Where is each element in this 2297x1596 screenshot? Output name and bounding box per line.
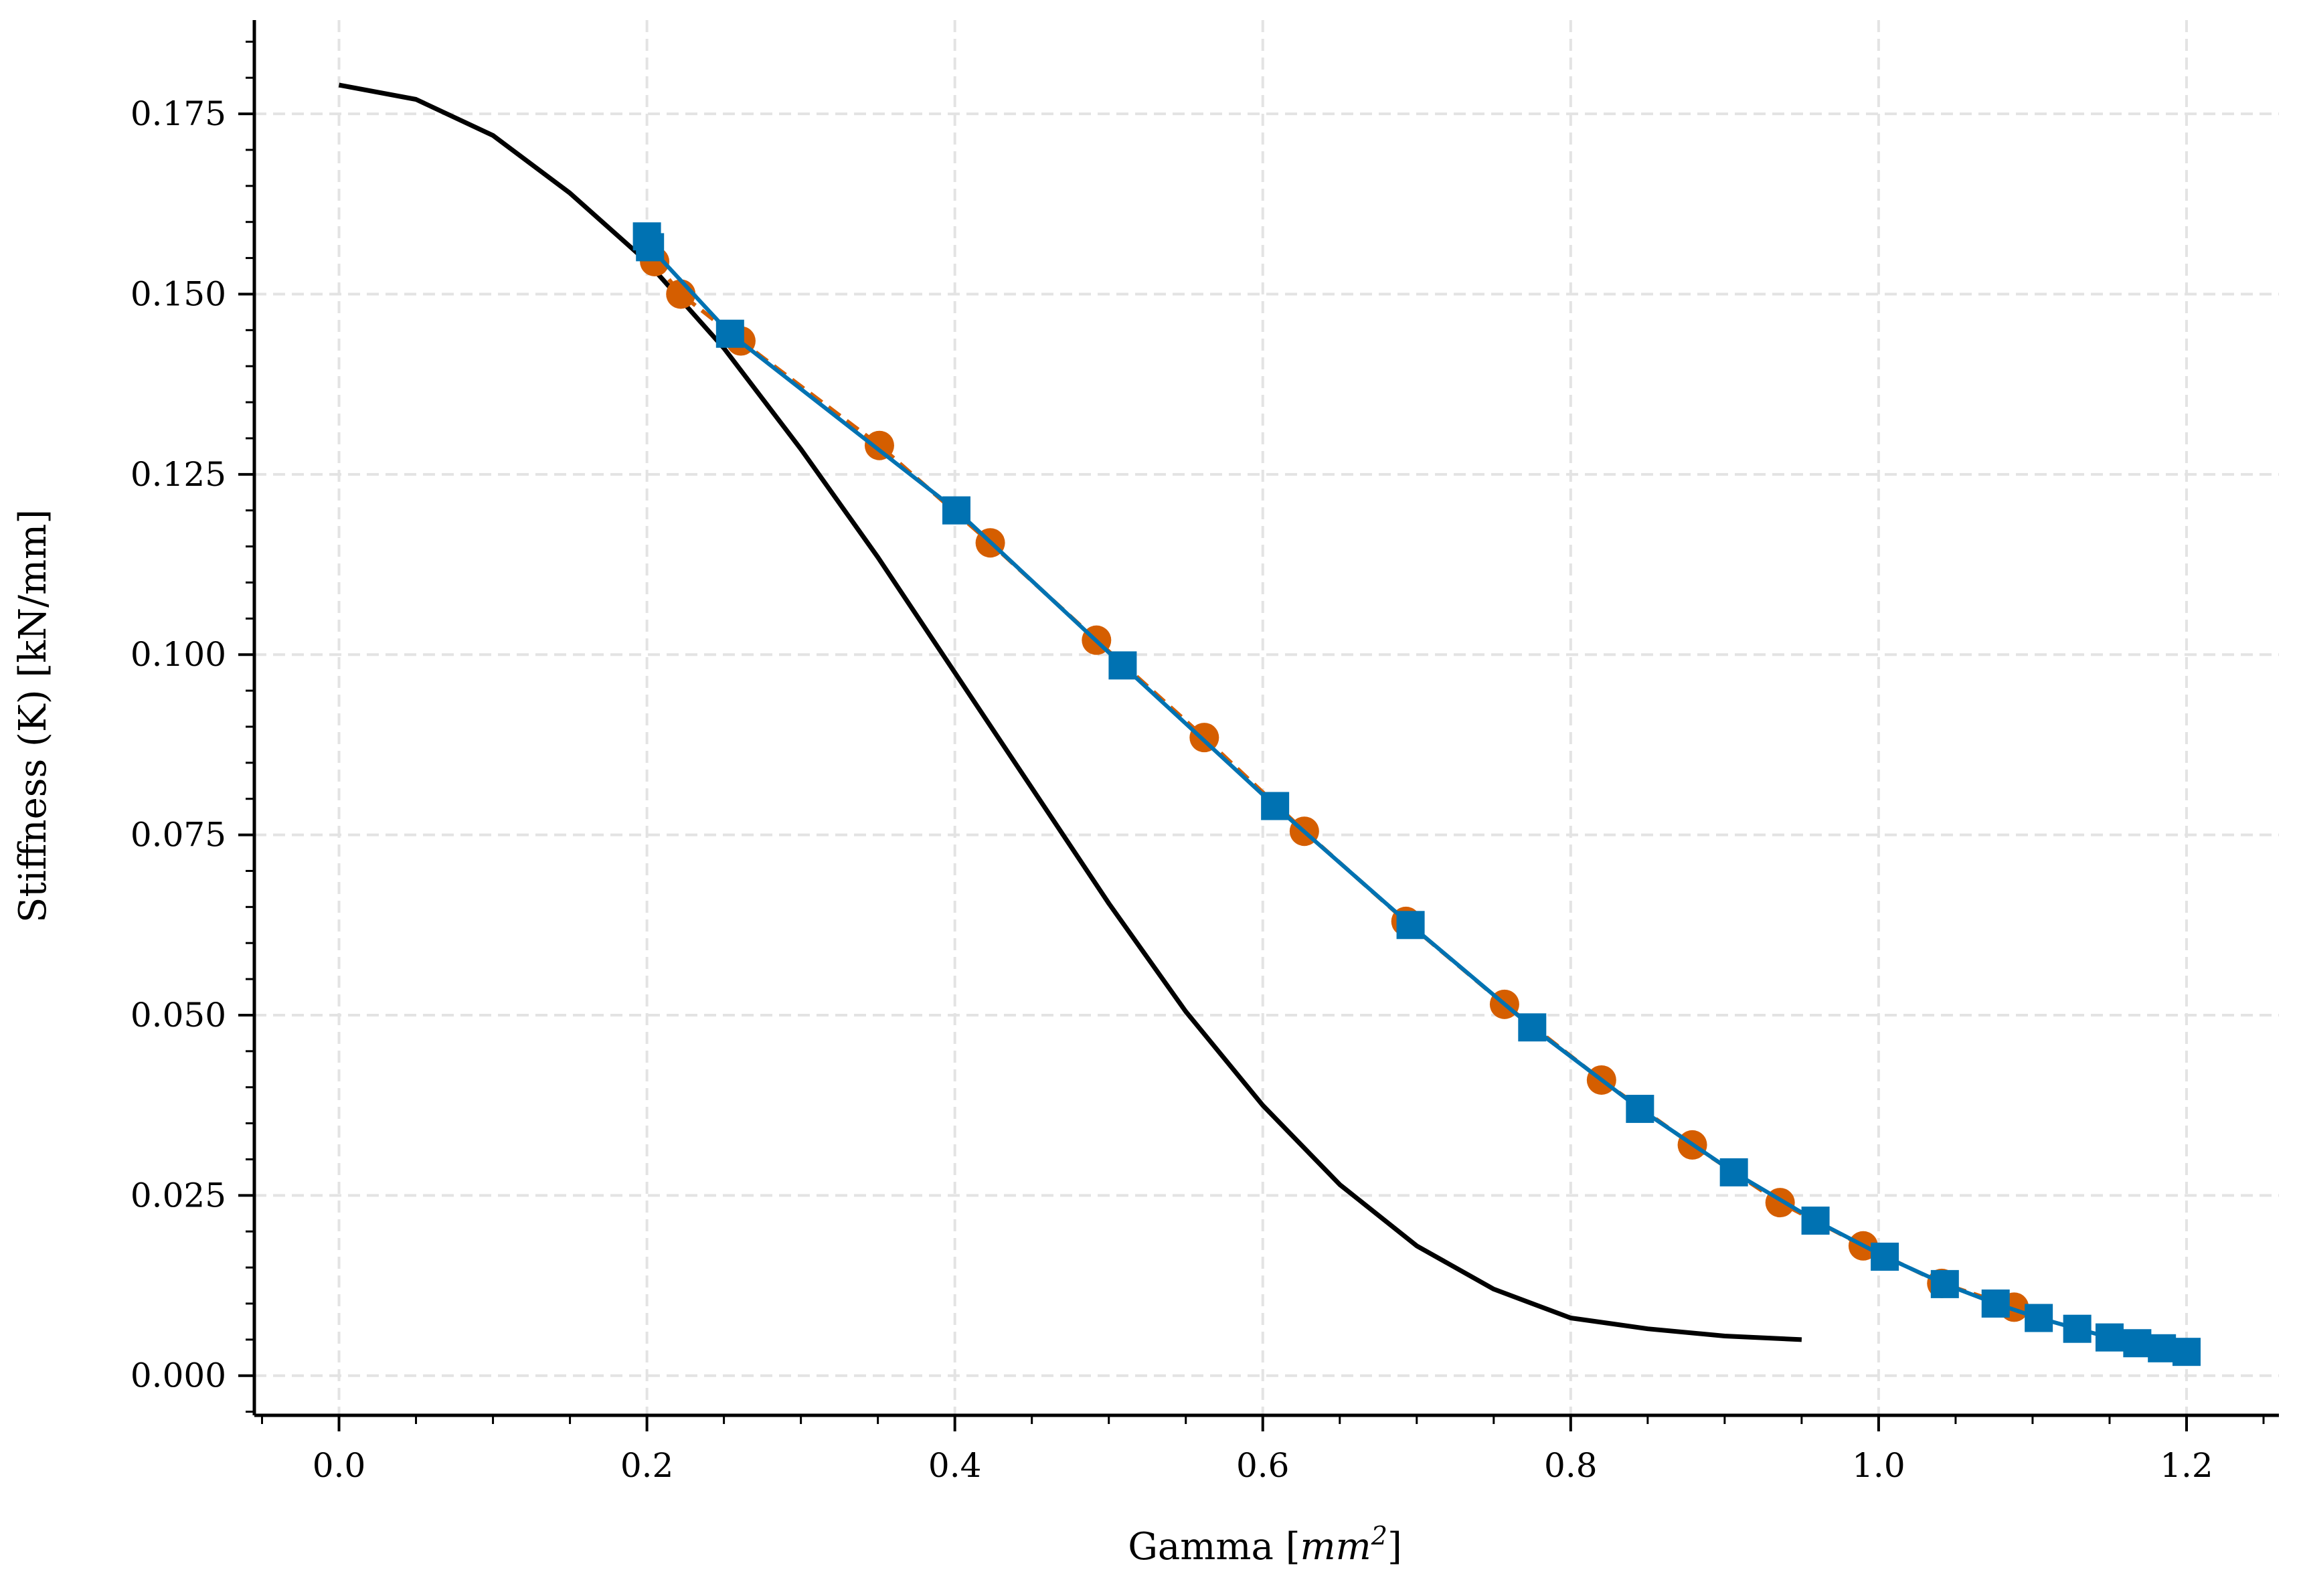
series-2-point xyxy=(1108,651,1137,680)
series-2-point xyxy=(2148,1334,2177,1362)
x-tick-label: 0.2 xyxy=(620,1446,674,1485)
series-2-point xyxy=(1518,1013,1547,1042)
x-tick-label: 0.8 xyxy=(1544,1446,1598,1485)
series-0-line xyxy=(338,82,1802,1342)
series-2-point xyxy=(1261,792,1290,820)
series-2-point xyxy=(942,496,970,525)
plot-area xyxy=(338,82,2201,1366)
series-2-point xyxy=(2172,1338,2201,1366)
x-tick-label: 0.0 xyxy=(313,1446,366,1485)
x-tick-label: 0.4 xyxy=(928,1446,982,1485)
x-axis-label: Gamma [mm2] xyxy=(1128,1521,1402,1569)
series-2-point xyxy=(1719,1158,1748,1186)
y-tick-label: 0.075 xyxy=(131,816,226,855)
series-2-point xyxy=(1626,1095,1654,1124)
series-1-point xyxy=(864,430,894,460)
series-2-point xyxy=(1981,1289,2010,1318)
series-2-point xyxy=(636,233,665,262)
series-2-point xyxy=(1801,1207,1830,1235)
y-tick-label: 0.050 xyxy=(131,996,226,1035)
y-tick-label: 0.000 xyxy=(131,1356,226,1395)
y-axis-label: Stiffness (K) [kN/mm] xyxy=(11,509,55,923)
series-2-point xyxy=(1871,1242,1899,1271)
series-2-point xyxy=(2063,1314,2092,1343)
x-tick-label: 1.2 xyxy=(2160,1446,2213,1485)
x-tick-label: 0.6 xyxy=(1236,1446,1290,1485)
y-tick-label: 0.125 xyxy=(131,455,226,494)
y-tick-label: 0.150 xyxy=(131,274,226,313)
series-2-line xyxy=(645,236,2187,1354)
axes: 0.0 0.2 0.4 0.6 0.8 1.0 1.2 0.000 0.025 0.050 0.07… xyxy=(131,20,2279,1485)
y-tick-label: 0.175 xyxy=(131,94,226,133)
series-2-point xyxy=(1930,1269,1959,1298)
y-tick-label: 0.025 xyxy=(131,1176,226,1215)
series-2-point xyxy=(715,319,744,348)
series-2-point xyxy=(2123,1329,2152,1358)
series-2-point xyxy=(2095,1323,2124,1352)
series-2-point xyxy=(2025,1304,2053,1332)
y-tick-label: 0.100 xyxy=(131,635,226,674)
series-2-point xyxy=(1396,911,1425,940)
series-1-line xyxy=(653,260,2015,1310)
grid xyxy=(254,20,2279,1415)
x-tick-label: 1.0 xyxy=(1852,1446,1905,1485)
